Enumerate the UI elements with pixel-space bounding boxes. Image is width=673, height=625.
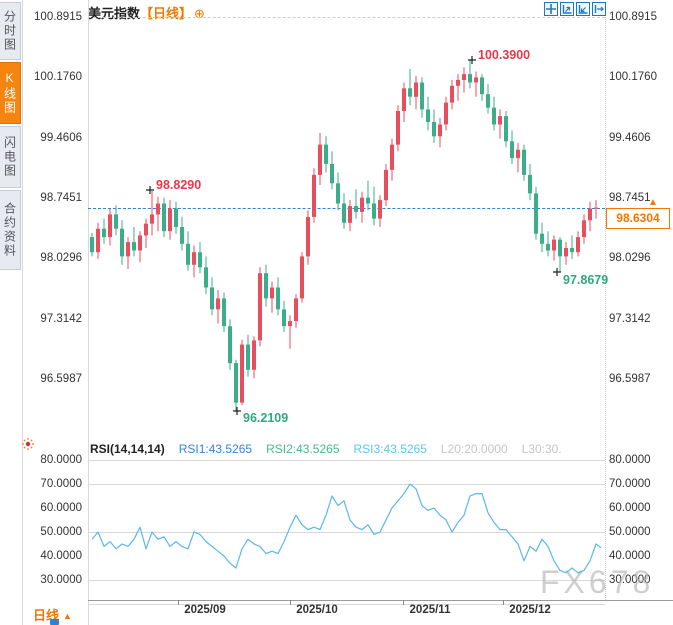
scale-out-icon[interactable]: [576, 2, 590, 16]
annotation-period-high: 100.3900: [478, 48, 531, 62]
rsi-axis-label: 50.0000: [40, 526, 82, 538]
rsi-axis-label: 30.0000: [40, 574, 82, 586]
price-axis-label: 97.3142: [40, 313, 82, 325]
rsi-gridline-50: [88, 532, 605, 533]
annotation-period-low: 96.2109: [243, 411, 289, 425]
rsi-gridline-20: [88, 604, 605, 605]
x-axis-tick: [178, 600, 179, 605]
x-axis-month-label: 2025/09: [184, 604, 226, 616]
rsi-gridline-30: [88, 580, 605, 581]
rsi-gridline-80: [88, 460, 605, 461]
price-axis-label: 98.0296: [609, 252, 651, 264]
current-price-line: [88, 208, 605, 209]
watermark: FX678: [540, 564, 655, 600]
indicator-settings-icon[interactable]: [21, 437, 35, 451]
price-axis-label: 97.3142: [609, 313, 651, 325]
rsi-axis-label: 40.0000: [609, 550, 651, 562]
x-axis-month-label: 2025/11: [409, 604, 451, 616]
price-axis-label: 99.4606: [609, 132, 651, 144]
price-axis-label: 100.8915: [34, 11, 82, 23]
x-axis-tick: [503, 600, 504, 605]
rsi1-value: RSI1:43.5265: [178, 442, 253, 456]
rsi-axis-label: 70.0000: [609, 478, 651, 490]
x-axis-separator: [88, 600, 673, 601]
scale-in-icon[interactable]: [560, 2, 574, 16]
rsi-axis-label: 30.0000: [609, 574, 651, 586]
x-axis-month-label: 2025/10: [296, 604, 338, 616]
x-axis-tick: [403, 600, 404, 605]
period-tag: 【日线】: [140, 6, 193, 21]
chart-title: 美元指数【日线】 ⊕: [88, 3, 205, 22]
annotation-local-low: 97.8679: [563, 273, 609, 287]
price-axis-label: 98.7451: [40, 192, 82, 204]
price-axis-label: 96.5987: [40, 373, 82, 385]
instrument-name: 美元指数: [88, 6, 141, 21]
sidebar-tab-timeshare[interactable]: 分时图: [0, 2, 21, 60]
price-axis-label: 99.4606: [40, 132, 82, 144]
scroll-handle[interactable]: [50, 619, 59, 625]
rsi-axis-label: 50.0000: [609, 526, 651, 538]
price-axis-label: 100.1760: [34, 71, 82, 83]
right-axis-border: [605, 17, 606, 600]
rsi-axis-label: 80.0000: [40, 454, 82, 466]
rsi-header: RSI(14,14,14) RSI1:43.5265 RSI2:43.5265 …: [90, 442, 562, 456]
sidebar-tab-contract-info[interactable]: 合约资料: [0, 190, 21, 270]
triangle-up-icon: ▲: [63, 611, 72, 621]
left-axis-border: [88, 0, 89, 625]
rsi-l30-value: L30:30.: [521, 442, 562, 456]
price-up-arrow-icon: ▲: [648, 197, 658, 208]
rsi-name: RSI(14,14,14): [90, 442, 165, 456]
rsi-axis-label: 80.0000: [609, 454, 651, 466]
price-axis-label: 100.1760: [609, 71, 657, 83]
x-axis-month-label: 2025/12: [509, 604, 551, 616]
sidebar-tab-flash[interactable]: 闪电图: [0, 126, 21, 188]
rsi3-value: RSI3:43.5265: [353, 442, 427, 456]
rsi-axis-label: 40.0000: [40, 550, 82, 562]
x-axis-tick: [290, 600, 291, 605]
rsi-axis-label: 60.0000: [40, 502, 82, 514]
rsi-axis-label: 70.0000: [40, 478, 82, 490]
sidebar-tab-kline[interactable]: K线图: [0, 62, 21, 124]
top-gridline: [88, 17, 605, 18]
add-indicator-icon[interactable]: ⊕: [194, 6, 205, 21]
annotation-local-high: 98.8290: [156, 178, 202, 192]
price-axis-label: 98.7451: [609, 192, 651, 204]
chart-toolbar: [544, 2, 606, 16]
rsi-axis-label: 60.0000: [609, 502, 651, 514]
current-price-tag: 98.6304: [606, 208, 670, 229]
sidebar: 分时图 K线图 闪电图 合约资料: [0, 0, 23, 625]
crosshair-icon[interactable]: [544, 2, 558, 16]
rsi-l20-value: L20:20.0000: [440, 442, 508, 456]
rsi2-value: RSI2:43.5265: [266, 442, 340, 456]
price-axis-label: 100.8915: [609, 11, 657, 23]
price-axis-label: 96.5987: [609, 373, 651, 385]
pan-right-icon[interactable]: [592, 2, 606, 16]
rsi-gridline-70: [88, 484, 605, 485]
price-axis-label: 98.0296: [40, 252, 82, 264]
